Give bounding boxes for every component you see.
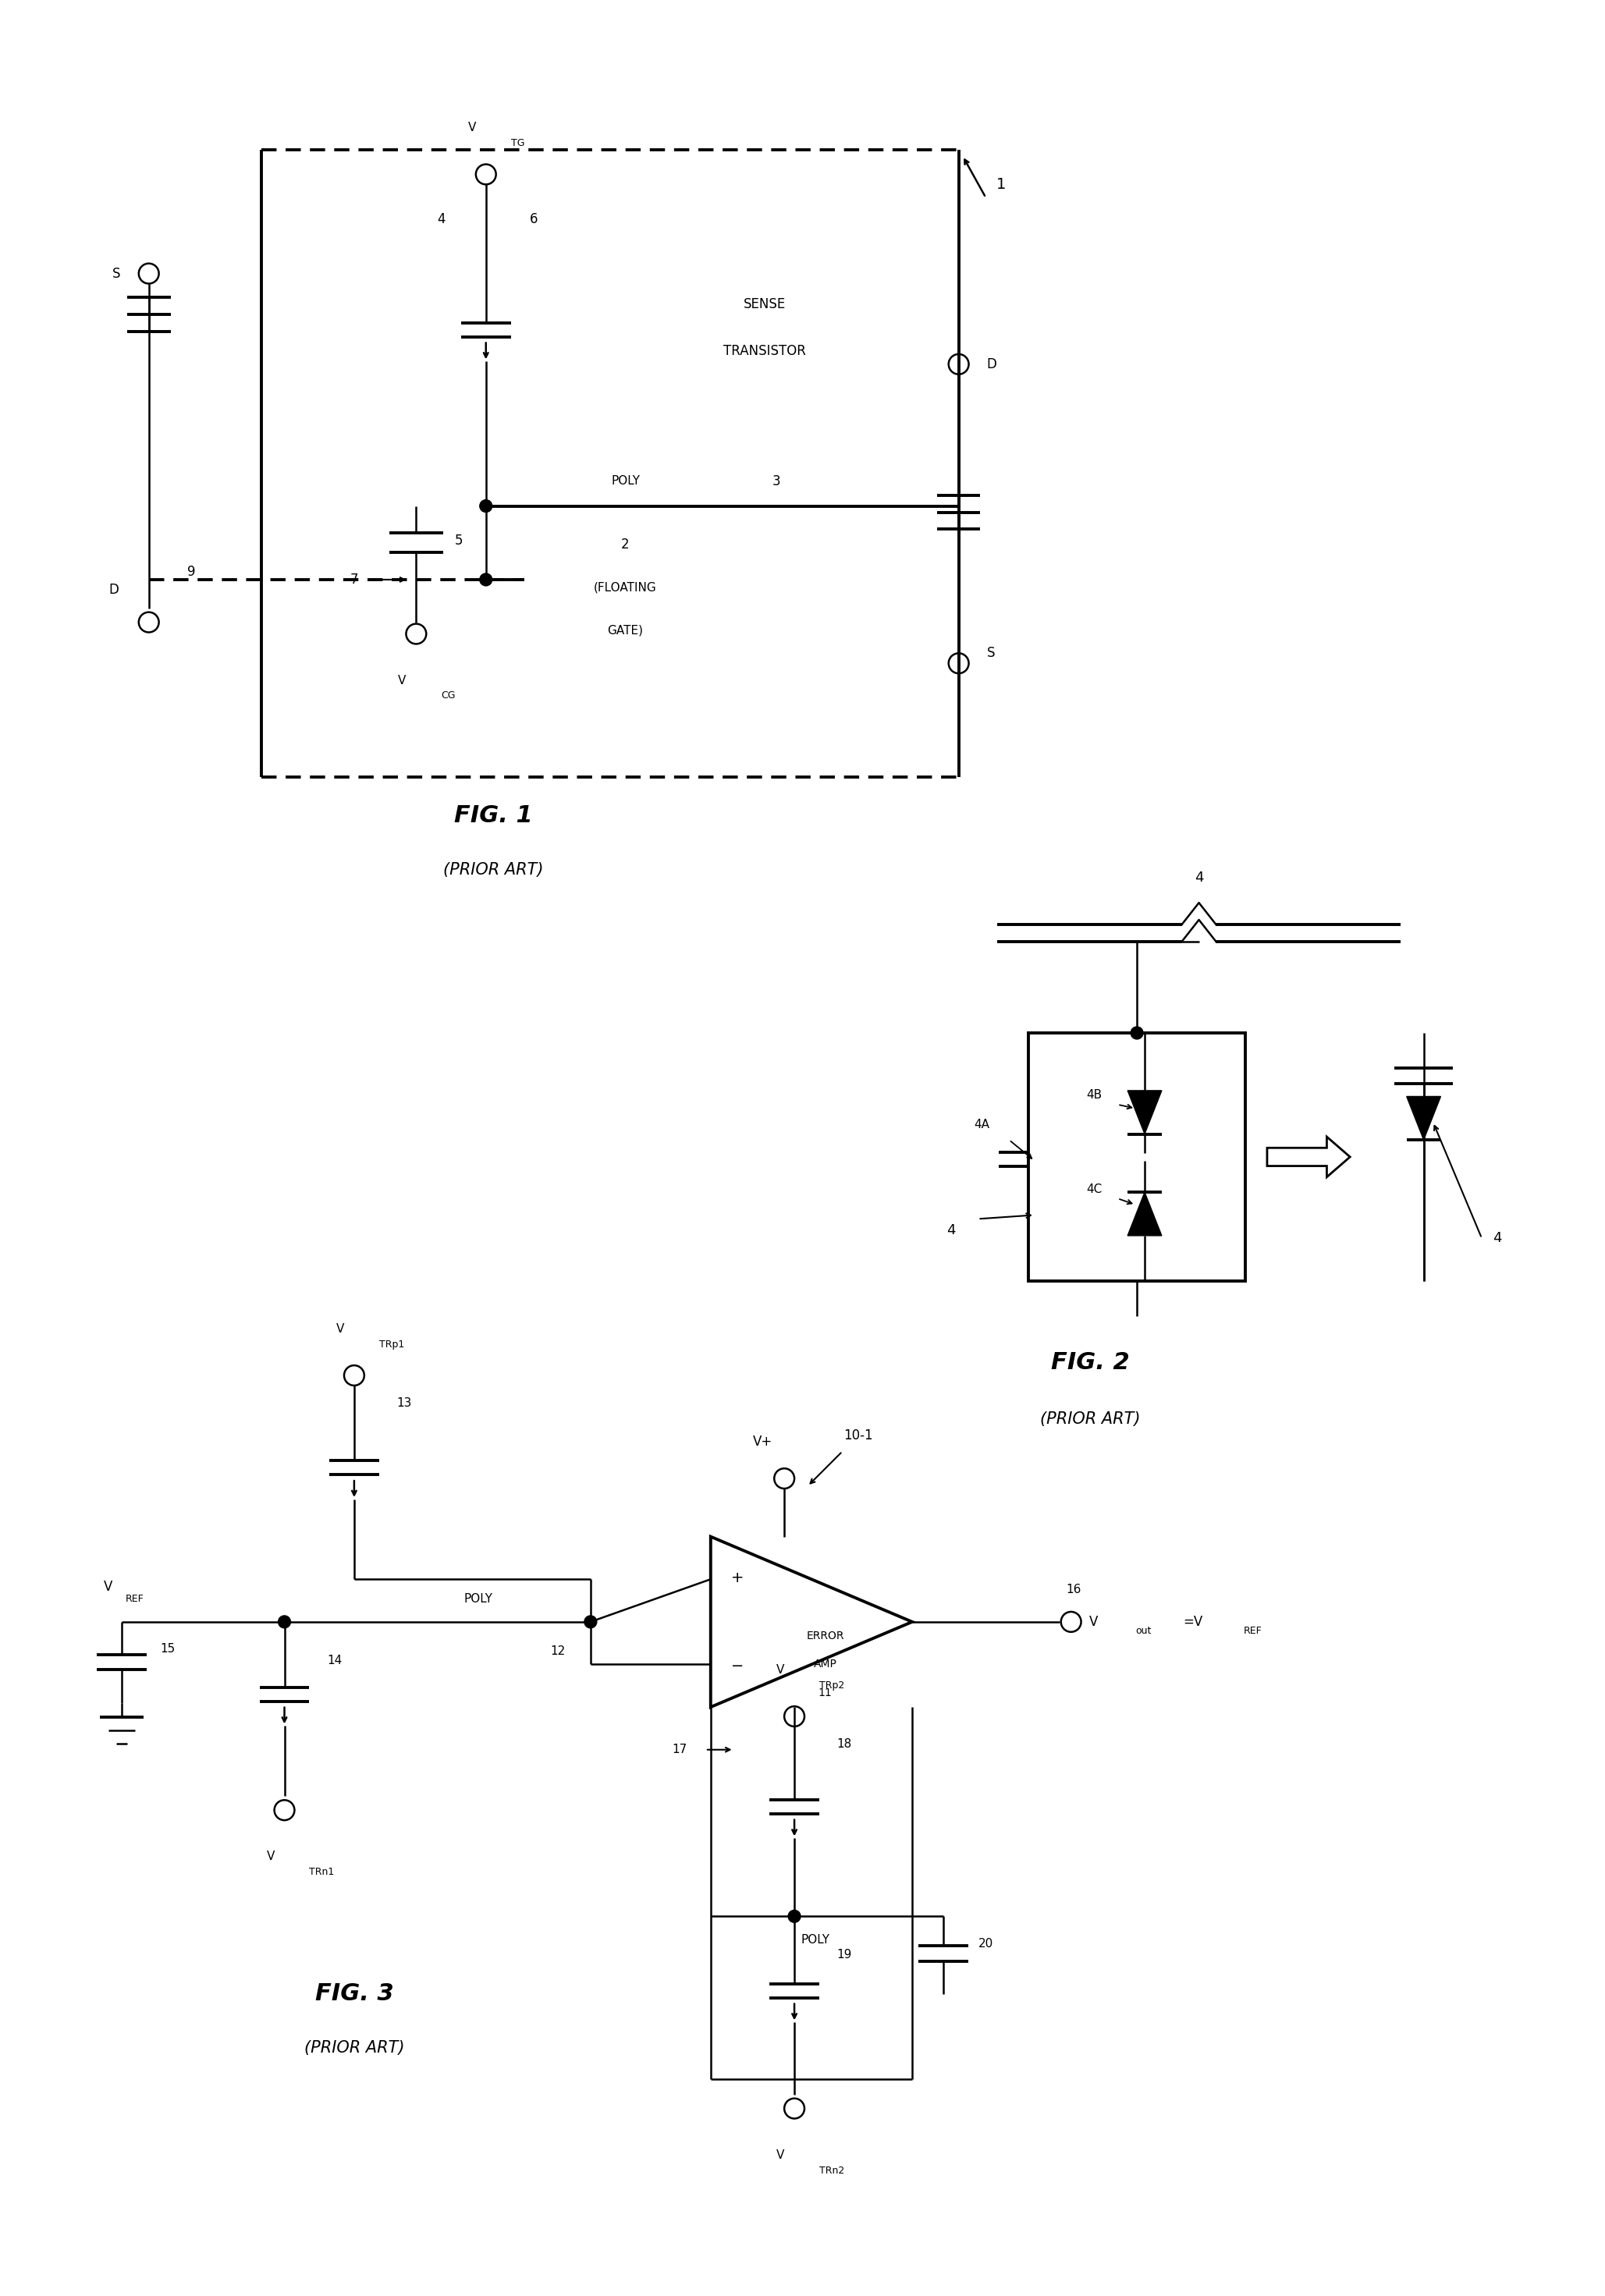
Circle shape [584, 1616, 597, 1628]
Text: 20: 20 [977, 1938, 993, 1949]
Text: FIG. 1: FIG. 1 [454, 804, 533, 827]
Text: 14: 14 [327, 1655, 342, 1667]
Text: REF: REF [125, 1593, 144, 1603]
Text: 4A: 4A [974, 1118, 990, 1130]
Text: V: V [1088, 1614, 1098, 1628]
Text: V: V [335, 1322, 343, 1334]
Text: ERROR: ERROR [806, 1630, 844, 1642]
Text: 11: 11 [819, 1688, 833, 1699]
Text: AMP: AMP [814, 1660, 838, 1669]
Text: CG: CG [441, 691, 456, 700]
Text: 4: 4 [1194, 870, 1204, 884]
Text: POLY: POLY [801, 1933, 830, 1945]
Text: V+: V+ [753, 1435, 772, 1449]
Text: 7: 7 [350, 572, 358, 588]
Text: GATE): GATE) [607, 625, 644, 636]
Text: REF: REF [1244, 1626, 1263, 1637]
Text: 5: 5 [454, 535, 462, 549]
Text: TRp2: TRp2 [819, 1681, 844, 1690]
Text: 16: 16 [1066, 1584, 1080, 1596]
Text: POLY: POLY [464, 1593, 493, 1605]
Text: 4: 4 [437, 211, 445, 227]
Text: V: V [266, 1851, 274, 1862]
Polygon shape [1406, 1097, 1441, 1139]
Text: 6: 6 [530, 211, 538, 227]
Text: V: V [103, 1580, 112, 1593]
Text: V: V [777, 1665, 785, 1676]
Text: D: D [985, 358, 997, 372]
Text: 18: 18 [836, 1738, 852, 1750]
Text: S: S [987, 645, 995, 661]
Text: TRANSISTOR: TRANSISTOR [724, 344, 806, 358]
Text: SENSE: SENSE [743, 298, 786, 312]
Text: TRn2: TRn2 [819, 2165, 844, 2177]
Text: V: V [469, 122, 477, 133]
Text: =V: =V [1183, 1614, 1204, 1628]
Circle shape [278, 1616, 291, 1628]
Text: (PRIOR ART): (PRIOR ART) [1040, 1412, 1141, 1426]
Text: 2: 2 [621, 537, 629, 551]
Text: FIG. 3: FIG. 3 [315, 1981, 393, 2004]
Text: S: S [112, 266, 120, 280]
Text: D: D [109, 583, 119, 597]
Text: 12: 12 [551, 1646, 565, 1658]
Text: 19: 19 [836, 1949, 852, 1961]
Text: 9: 9 [188, 565, 196, 579]
Text: 4B: 4B [1087, 1088, 1103, 1102]
Text: TG: TG [510, 138, 525, 149]
Text: V: V [777, 2149, 785, 2161]
Circle shape [1130, 1026, 1143, 1040]
Circle shape [480, 574, 493, 585]
Text: 13: 13 [396, 1398, 412, 1410]
Text: +: + [732, 1570, 745, 1584]
Text: −: − [732, 1658, 745, 1674]
Text: (PRIOR ART): (PRIOR ART) [303, 2041, 404, 2055]
Text: 15: 15 [161, 1644, 175, 1655]
Circle shape [788, 1910, 801, 1922]
Text: 4: 4 [947, 1224, 955, 1238]
Text: (FLOATING: (FLOATING [594, 581, 656, 592]
Text: 4: 4 [1493, 1231, 1502, 1244]
Text: POLY: POLY [612, 475, 640, 487]
Text: 4C: 4C [1087, 1182, 1103, 1194]
Polygon shape [1128, 1192, 1162, 1235]
Text: 10-1: 10-1 [843, 1428, 873, 1442]
Text: V: V [398, 675, 406, 687]
Text: 1: 1 [997, 177, 1006, 193]
Polygon shape [1128, 1091, 1162, 1134]
Text: 17: 17 [672, 1745, 687, 1756]
Text: TRn1: TRn1 [310, 1867, 334, 1878]
Bar [1029, 1033, 1245, 1281]
Text: (PRIOR ART): (PRIOR ART) [443, 863, 544, 877]
Text: FIG. 2: FIG. 2 [1051, 1350, 1130, 1373]
Circle shape [480, 501, 493, 512]
Text: TRp1: TRp1 [379, 1339, 404, 1350]
Text: out: out [1135, 1626, 1151, 1637]
Text: 3: 3 [772, 475, 780, 489]
